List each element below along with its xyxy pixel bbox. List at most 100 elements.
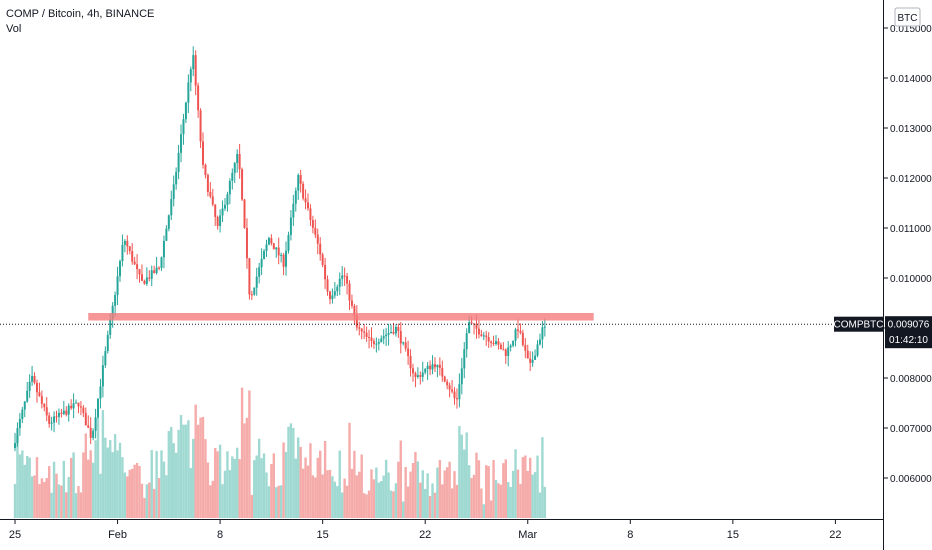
volume-bar (345, 485, 349, 518)
volume-bar (314, 477, 317, 518)
chart-legend[interactable]: COMP / Bitcoin, 4h, BINANCE Vol (6, 7, 154, 37)
candle-body (382, 336, 385, 339)
volume-bar (394, 483, 398, 518)
volume-bar (358, 471, 361, 518)
candle-body (14, 443, 16, 448)
volume-bar (343, 478, 346, 518)
volume-bar (165, 475, 168, 518)
candle-body (531, 359, 534, 363)
volume-bar (160, 450, 163, 518)
time-axis-labels[interactable]: 25 Feb 8 15 22 Mar 8 15 22 (9, 519, 842, 541)
price-tick-label: 0.011000 (890, 224, 931, 235)
candle-body (319, 243, 322, 255)
candle-body (177, 152, 180, 172)
volume-bar (460, 434, 464, 518)
candle-body (458, 384, 461, 400)
candle-body (280, 254, 283, 256)
candle-body (292, 203, 295, 218)
candle-body (180, 134, 183, 153)
candle-body (368, 336, 371, 338)
volume-bar (228, 470, 232, 518)
volume-bar (67, 476, 70, 518)
candle-body (519, 330, 522, 333)
candle-body (45, 407, 48, 416)
candle-body (309, 208, 312, 220)
candle-body (524, 345, 527, 351)
volume-bar (204, 439, 207, 518)
volume-bar (323, 441, 327, 518)
volume-bar (33, 475, 36, 518)
volume-bar (84, 433, 88, 518)
candle-body (104, 351, 107, 366)
volume-bar (528, 457, 532, 518)
candle-body (211, 196, 214, 205)
candle-body (436, 364, 439, 368)
volume-bar (397, 461, 400, 518)
volume-bar (287, 426, 290, 518)
currency-badge-box[interactable] (894, 7, 921, 27)
volume-bar (111, 452, 114, 518)
candle-body (189, 69, 192, 83)
last-price-symbol: COMPBTC (834, 320, 884, 331)
candle-body (446, 381, 449, 386)
volume-bar (231, 456, 234, 518)
candle-body (226, 194, 229, 205)
volume-bar (521, 457, 525, 518)
candle-body (409, 356, 412, 369)
volume-bar (377, 482, 381, 518)
time-label: 8 (217, 529, 223, 541)
volume-bar (216, 451, 219, 518)
volume-bar (255, 455, 258, 518)
volume-bar (279, 485, 283, 518)
candle-body (165, 228, 168, 241)
candle-body (316, 234, 319, 244)
candle-body (236, 153, 239, 164)
volume-bar (492, 460, 495, 518)
candle-body (463, 349, 466, 369)
candle-body (192, 55, 195, 70)
volume-bar (148, 482, 151, 518)
time-label: 15 (317, 529, 329, 541)
price-tick-label: 0.012000 (890, 174, 932, 185)
candle-body (123, 240, 126, 245)
symbol-title[interactable]: COMP / Bitcoin, 4h, BINANCE (6, 8, 155, 20)
volume-bar (209, 485, 212, 518)
candle-body (453, 391, 456, 399)
candle-body (302, 183, 305, 199)
volume-indicator-label[interactable]: Vol (6, 23, 22, 35)
time-label: Feb (108, 529, 127, 541)
candle-body (214, 204, 217, 217)
volume-bar (489, 500, 493, 518)
candle-body (477, 328, 480, 335)
volume-bar (541, 437, 544, 518)
price-scale-ticks[interactable]: 0.015000 0.014000 0.013000 0.012000 0.011000… (883, 24, 932, 485)
volume-bar (177, 429, 180, 518)
volume-bar (206, 462, 210, 518)
candle-body (202, 141, 205, 165)
candle-body (421, 372, 424, 377)
candle-body (228, 180, 231, 195)
volume-bar (150, 450, 153, 518)
resistance-zone[interactable] (88, 313, 594, 321)
volume-bar (267, 486, 271, 518)
candle-body (31, 375, 34, 382)
candle-body (460, 368, 463, 385)
candle-body (133, 261, 136, 265)
candle-body (485, 335, 488, 338)
candle-body (263, 250, 266, 259)
price-tick-label: 0.008000 (890, 374, 932, 385)
volume-bar (414, 451, 417, 518)
candle-body (182, 119, 185, 135)
volume-bar (116, 450, 119, 518)
volume-bar (519, 484, 522, 518)
bar-countdown: 01:42:10 (889, 335, 928, 346)
candle-body (370, 337, 373, 342)
volume-bar (431, 483, 434, 518)
candle-body (385, 334, 388, 337)
candle-body (475, 323, 478, 329)
volume-bar (467, 465, 471, 518)
volume-bar (487, 466, 490, 518)
candle-body (377, 341, 380, 344)
candle-body (238, 153, 241, 170)
